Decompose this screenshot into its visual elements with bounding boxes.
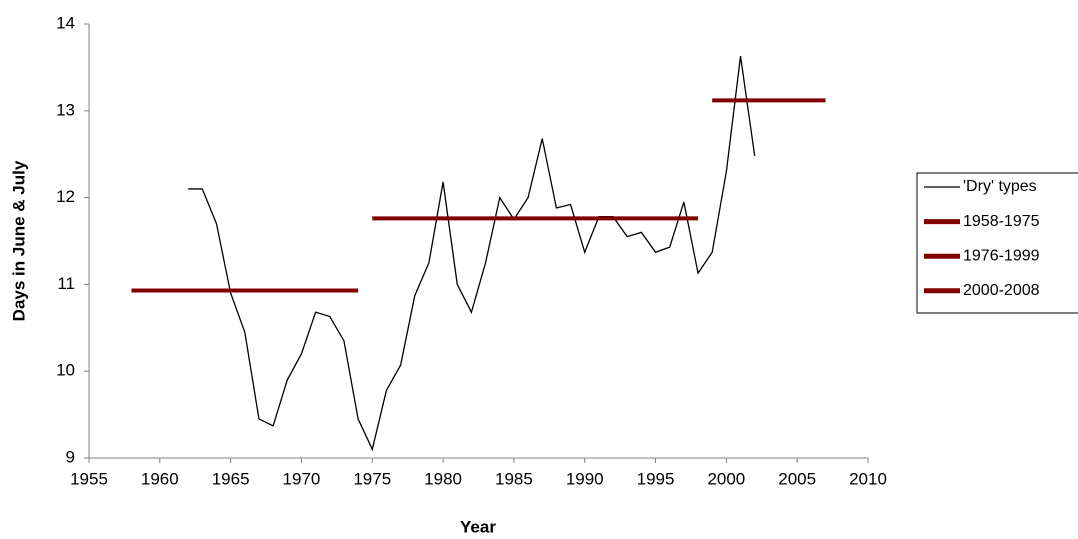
x-tick-label: 2000 [707,469,745,488]
x-tick-label: 2005 [778,469,816,488]
legend-label: 1958-1975 [963,213,1040,230]
legend-label: 2000-2008 [963,282,1040,299]
x-tick-label: 1965 [212,469,250,488]
x-tick-label: 1980 [424,469,462,488]
legend-label: 'Dry' types [963,178,1037,195]
x-tick-label: 2010 [849,469,887,488]
y-tick-label: 12 [56,187,75,206]
y-tick-label: 14 [56,13,75,32]
x-tick-label: 1990 [566,469,604,488]
y-tick-label: 10 [56,361,75,380]
x-tick-label: 1955 [70,469,108,488]
x-tick-label: 1985 [495,469,533,488]
y-tick-label: 13 [56,100,75,119]
x-axis-title: Year [460,517,496,536]
x-tick-label: 1975 [353,469,391,488]
y-tick-label: 11 [57,274,75,293]
series-line [188,56,756,452]
y-tick-label: 9 [66,447,75,466]
x-tick-label: 1995 [637,469,675,488]
x-tick-label: 1960 [141,469,179,488]
y-axis-title: Days in June & July [9,160,28,321]
legend-label: 1976-1999 [963,247,1040,264]
x-tick-label: 1970 [283,469,321,488]
